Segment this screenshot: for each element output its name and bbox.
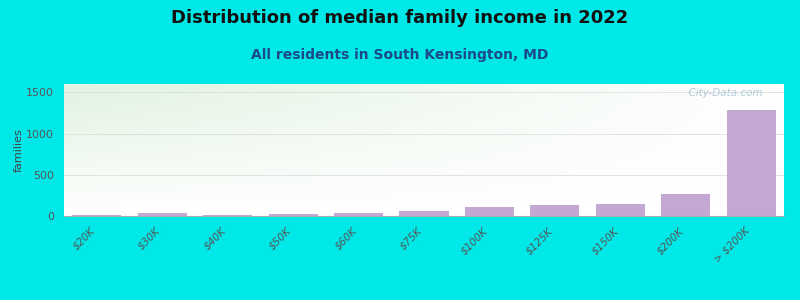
- Text: Distribution of median family income in 2022: Distribution of median family income in …: [171, 9, 629, 27]
- Bar: [72, 215, 122, 216]
- Bar: [138, 213, 186, 216]
- Bar: [399, 212, 449, 216]
- Bar: [662, 194, 710, 216]
- Bar: [203, 215, 252, 216]
- Bar: [269, 214, 318, 216]
- Bar: [726, 110, 776, 216]
- Y-axis label: families: families: [14, 128, 23, 172]
- Bar: [465, 207, 514, 216]
- Bar: [530, 205, 579, 216]
- Text: City-Data.com: City-Data.com: [682, 88, 762, 98]
- Bar: [334, 213, 383, 216]
- Bar: [596, 205, 645, 216]
- Text: All residents in South Kensington, MD: All residents in South Kensington, MD: [251, 48, 549, 62]
